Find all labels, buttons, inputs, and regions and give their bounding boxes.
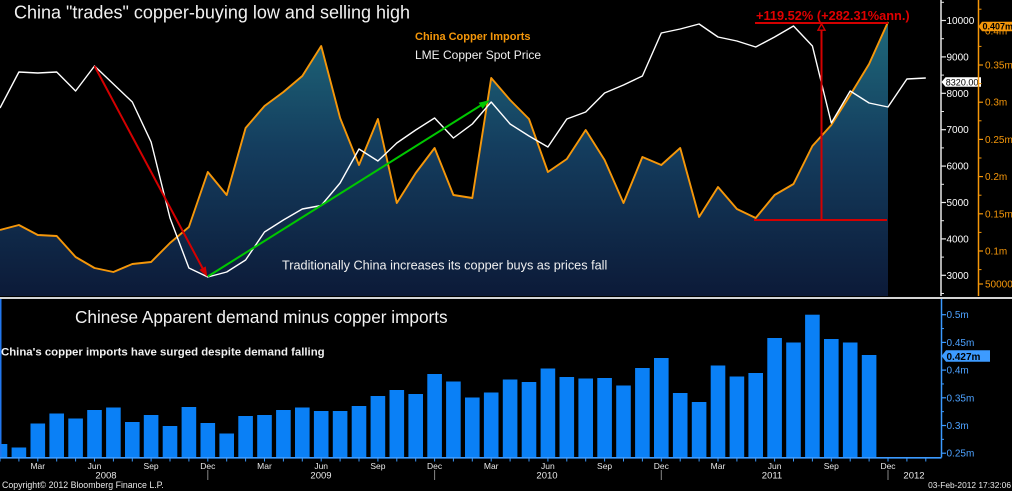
svg-text:Mar: Mar [711, 461, 726, 471]
svg-text:6000: 6000 [947, 162, 970, 173]
svg-text:Sep: Sep [144, 461, 159, 471]
svg-text:0.3m: 0.3m [985, 98, 1007, 109]
svg-text:+119.52% (+282.31%ann.): +119.52% (+282.31%ann.) [756, 8, 910, 23]
svg-text:2010: 2010 [536, 471, 557, 482]
svg-text:4000: 4000 [947, 234, 970, 245]
svg-text:0.35m: 0.35m [985, 61, 1012, 72]
svg-text:0.15m: 0.15m [985, 209, 1012, 220]
svg-text:Jun: Jun [768, 461, 782, 471]
svg-text:0.1m: 0.1m [985, 247, 1007, 258]
svg-text:8000: 8000 [947, 89, 970, 100]
svg-text:China "trades" copper-buying l: China "trades" copper-buying low and sel… [14, 3, 410, 23]
svg-text:Chinese Apparent demand minus: Chinese Apparent demand minus copper imp… [75, 307, 448, 327]
svg-text:China's copper imports have su: China's copper imports have surged despi… [1, 347, 325, 359]
svg-text:Sep: Sep [597, 461, 612, 471]
svg-text:Jun: Jun [88, 461, 102, 471]
svg-text:9000: 9000 [947, 52, 970, 63]
svg-text:Jun: Jun [541, 461, 555, 471]
svg-text:2009: 2009 [310, 471, 331, 482]
svg-text:Dec: Dec [427, 461, 443, 471]
svg-text:Traditionally China increases: Traditionally China increases its copper… [282, 259, 607, 273]
svg-text:7000: 7000 [947, 125, 970, 136]
svg-text:50000: 50000 [985, 280, 1012, 291]
svg-text:0.407m: 0.407m [983, 22, 1012, 32]
svg-text:0.25m: 0.25m [985, 135, 1012, 146]
svg-text:10000: 10000 [947, 16, 975, 27]
svg-text:Mar: Mar [257, 461, 272, 471]
svg-text:03-Feb-2012 17:32:06: 03-Feb-2012 17:32:06 [928, 480, 1011, 490]
svg-text:3000: 3000 [947, 271, 970, 282]
svg-text:Mar: Mar [484, 461, 499, 471]
svg-text:2008: 2008 [95, 471, 116, 482]
svg-text:0.25m: 0.25m [947, 449, 975, 460]
svg-text:Copyright© 2012 Bloomberg Fina: Copyright© 2012 Bloomberg Finance L.P. [2, 480, 164, 490]
svg-text:8320.00: 8320.00 [946, 77, 979, 87]
svg-text:Dec: Dec [880, 461, 896, 471]
svg-text:0.4m: 0.4m [947, 366, 969, 377]
svg-text:2012: 2012 [903, 471, 924, 482]
svg-text:2011: 2011 [762, 471, 782, 482]
svg-text:0.45m: 0.45m [947, 338, 975, 349]
svg-text:LME Copper Spot Price: LME Copper Spot Price [415, 48, 541, 62]
svg-text:Mar: Mar [30, 461, 45, 471]
svg-text:Sep: Sep [370, 461, 385, 471]
svg-text:0.3m: 0.3m [947, 421, 969, 432]
svg-text:0.4m: 0.4m [985, 27, 1007, 38]
svg-text:0.35m: 0.35m [947, 393, 975, 404]
svg-text:5000: 5000 [947, 198, 970, 209]
svg-text:Dec: Dec [654, 461, 670, 471]
svg-text:0.2m: 0.2m [985, 172, 1007, 183]
svg-text:China Copper Imports: China Copper Imports [415, 31, 531, 43]
svg-text:0.5m: 0.5m [947, 310, 969, 321]
svg-text:0.427m: 0.427m [947, 352, 981, 363]
svg-text:Dec: Dec [200, 461, 216, 471]
svg-text:Jun: Jun [314, 461, 328, 471]
svg-text:Sep: Sep [824, 461, 839, 471]
